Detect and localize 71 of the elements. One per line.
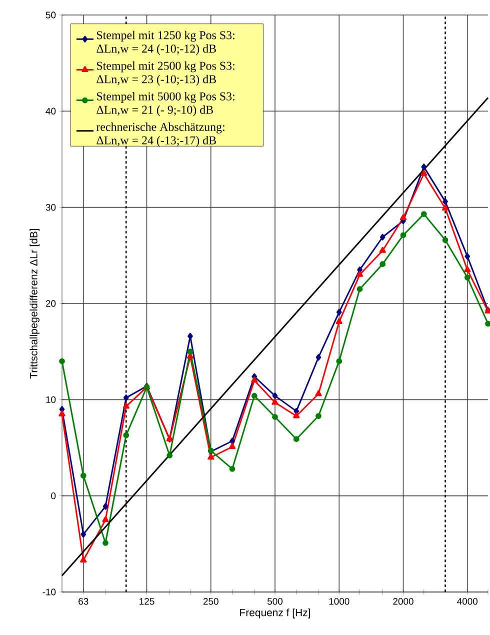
point (228, 443, 236, 450)
y-tick-label: 30 (46, 204, 56, 211)
point (80, 556, 87, 563)
point (166, 452, 173, 458)
y-axis-title: Trittschallpegeldifferenz ΔLr [dB] (30, 228, 40, 379)
point (336, 308, 342, 316)
point (357, 266, 362, 274)
point (420, 170, 428, 176)
point (464, 253, 470, 260)
point (272, 414, 278, 420)
point (336, 318, 342, 324)
point (316, 354, 322, 361)
point (464, 274, 470, 280)
point (251, 376, 258, 383)
point (485, 320, 490, 327)
y-tick-label: 0 (51, 492, 56, 500)
y-tick-label: 10 (46, 396, 56, 404)
x-tick-label: 500 (267, 598, 283, 605)
point (442, 237, 448, 243)
point (122, 402, 130, 409)
point (59, 406, 65, 413)
point (356, 286, 363, 292)
point (123, 432, 130, 438)
y-tick-label: 40 (46, 108, 56, 115)
point (293, 412, 300, 418)
point (380, 234, 386, 240)
legend-label: rechnerische Abschätzung: ΔLn,w = 24 (-13;-17) dB (96, 122, 224, 147)
x-tick-label: 4000 (457, 598, 478, 605)
point (315, 390, 322, 396)
point (400, 232, 406, 238)
point (379, 246, 386, 253)
point (442, 198, 448, 205)
legend-label: Stempel mit 1250 kg Pos S3: ΔLn,w = 24 (-10;-12) dB (96, 30, 234, 56)
y-tick-label: 20 (46, 300, 56, 307)
point (336, 358, 342, 364)
point (356, 270, 364, 277)
x-tick-label: 250 (203, 598, 218, 605)
x-tick-label: 2000 (393, 598, 414, 605)
point (294, 408, 300, 415)
point (123, 394, 129, 402)
point (102, 503, 108, 510)
x-tick-label: 125 (140, 598, 154, 605)
point (208, 454, 214, 460)
x-axis-title: Frequenz f [Hz] (240, 608, 310, 618)
y-tick-label: -10 (42, 588, 56, 596)
point (380, 261, 386, 268)
x-tick-label: 63 (78, 598, 88, 605)
legend-label: Stempel mit 2500 kg Pos S3: ΔLn,w = 23 (-10;-13) dB (96, 61, 234, 86)
point (102, 540, 108, 546)
point (293, 436, 300, 442)
point (316, 413, 322, 419)
point (80, 472, 86, 479)
point (272, 392, 278, 400)
point (229, 466, 236, 472)
point (421, 164, 427, 170)
point (251, 392, 258, 399)
point (58, 410, 66, 416)
point (400, 214, 407, 220)
point (442, 204, 449, 211)
x-tick-label: 1000 (329, 598, 350, 605)
point (80, 530, 86, 538)
point (420, 211, 427, 218)
y-tick-label: 50 (46, 12, 56, 18)
point (272, 398, 278, 405)
point (187, 348, 194, 355)
point (102, 516, 109, 522)
legend-label: Stempel mit 5000 kg Pos S3: ΔLn,w = 21 (- 9;-10) dB (96, 92, 234, 116)
point (188, 332, 193, 340)
point (230, 438, 235, 444)
point (59, 358, 65, 364)
point (464, 266, 471, 272)
